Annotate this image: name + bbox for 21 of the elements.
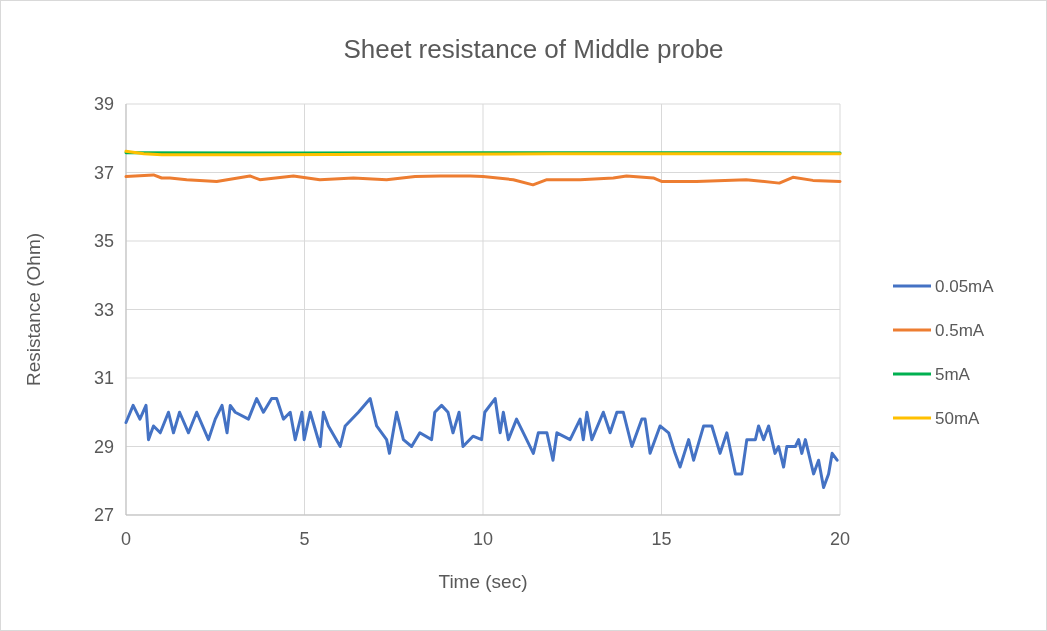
y-tick-label: 27: [93, 505, 114, 526]
legend-label: 0.5mA: [935, 320, 985, 340]
y-tick-label: 37: [93, 162, 114, 183]
x-axis-title: Time (sec): [438, 571, 528, 592]
y-tick-label: 31: [93, 368, 114, 389]
legend-label: 0.05mA: [935, 276, 995, 296]
x-tick-label: 10: [472, 529, 494, 549]
line-series: [124, 397, 839, 490]
y-tick-label: 29: [93, 436, 114, 457]
legend-label: 50mA: [935, 408, 981, 428]
y-axis-title: Resistance (Ohm): [23, 232, 44, 387]
x-tick-label: 5: [299, 529, 310, 549]
x-tick-label: 0: [120, 529, 132, 549]
x-tick-label: 20: [829, 529, 851, 549]
chart-title: Sheet resistance of Middle probe: [343, 34, 724, 64]
line-series: [124, 173, 842, 187]
y-tick-label: 39: [93, 94, 114, 115]
x-tick-label: 15: [651, 529, 672, 549]
legend-label: 5mA: [935, 364, 971, 384]
y-tick-label: 35: [93, 231, 114, 252]
y-tick-label: 33: [93, 299, 114, 320]
